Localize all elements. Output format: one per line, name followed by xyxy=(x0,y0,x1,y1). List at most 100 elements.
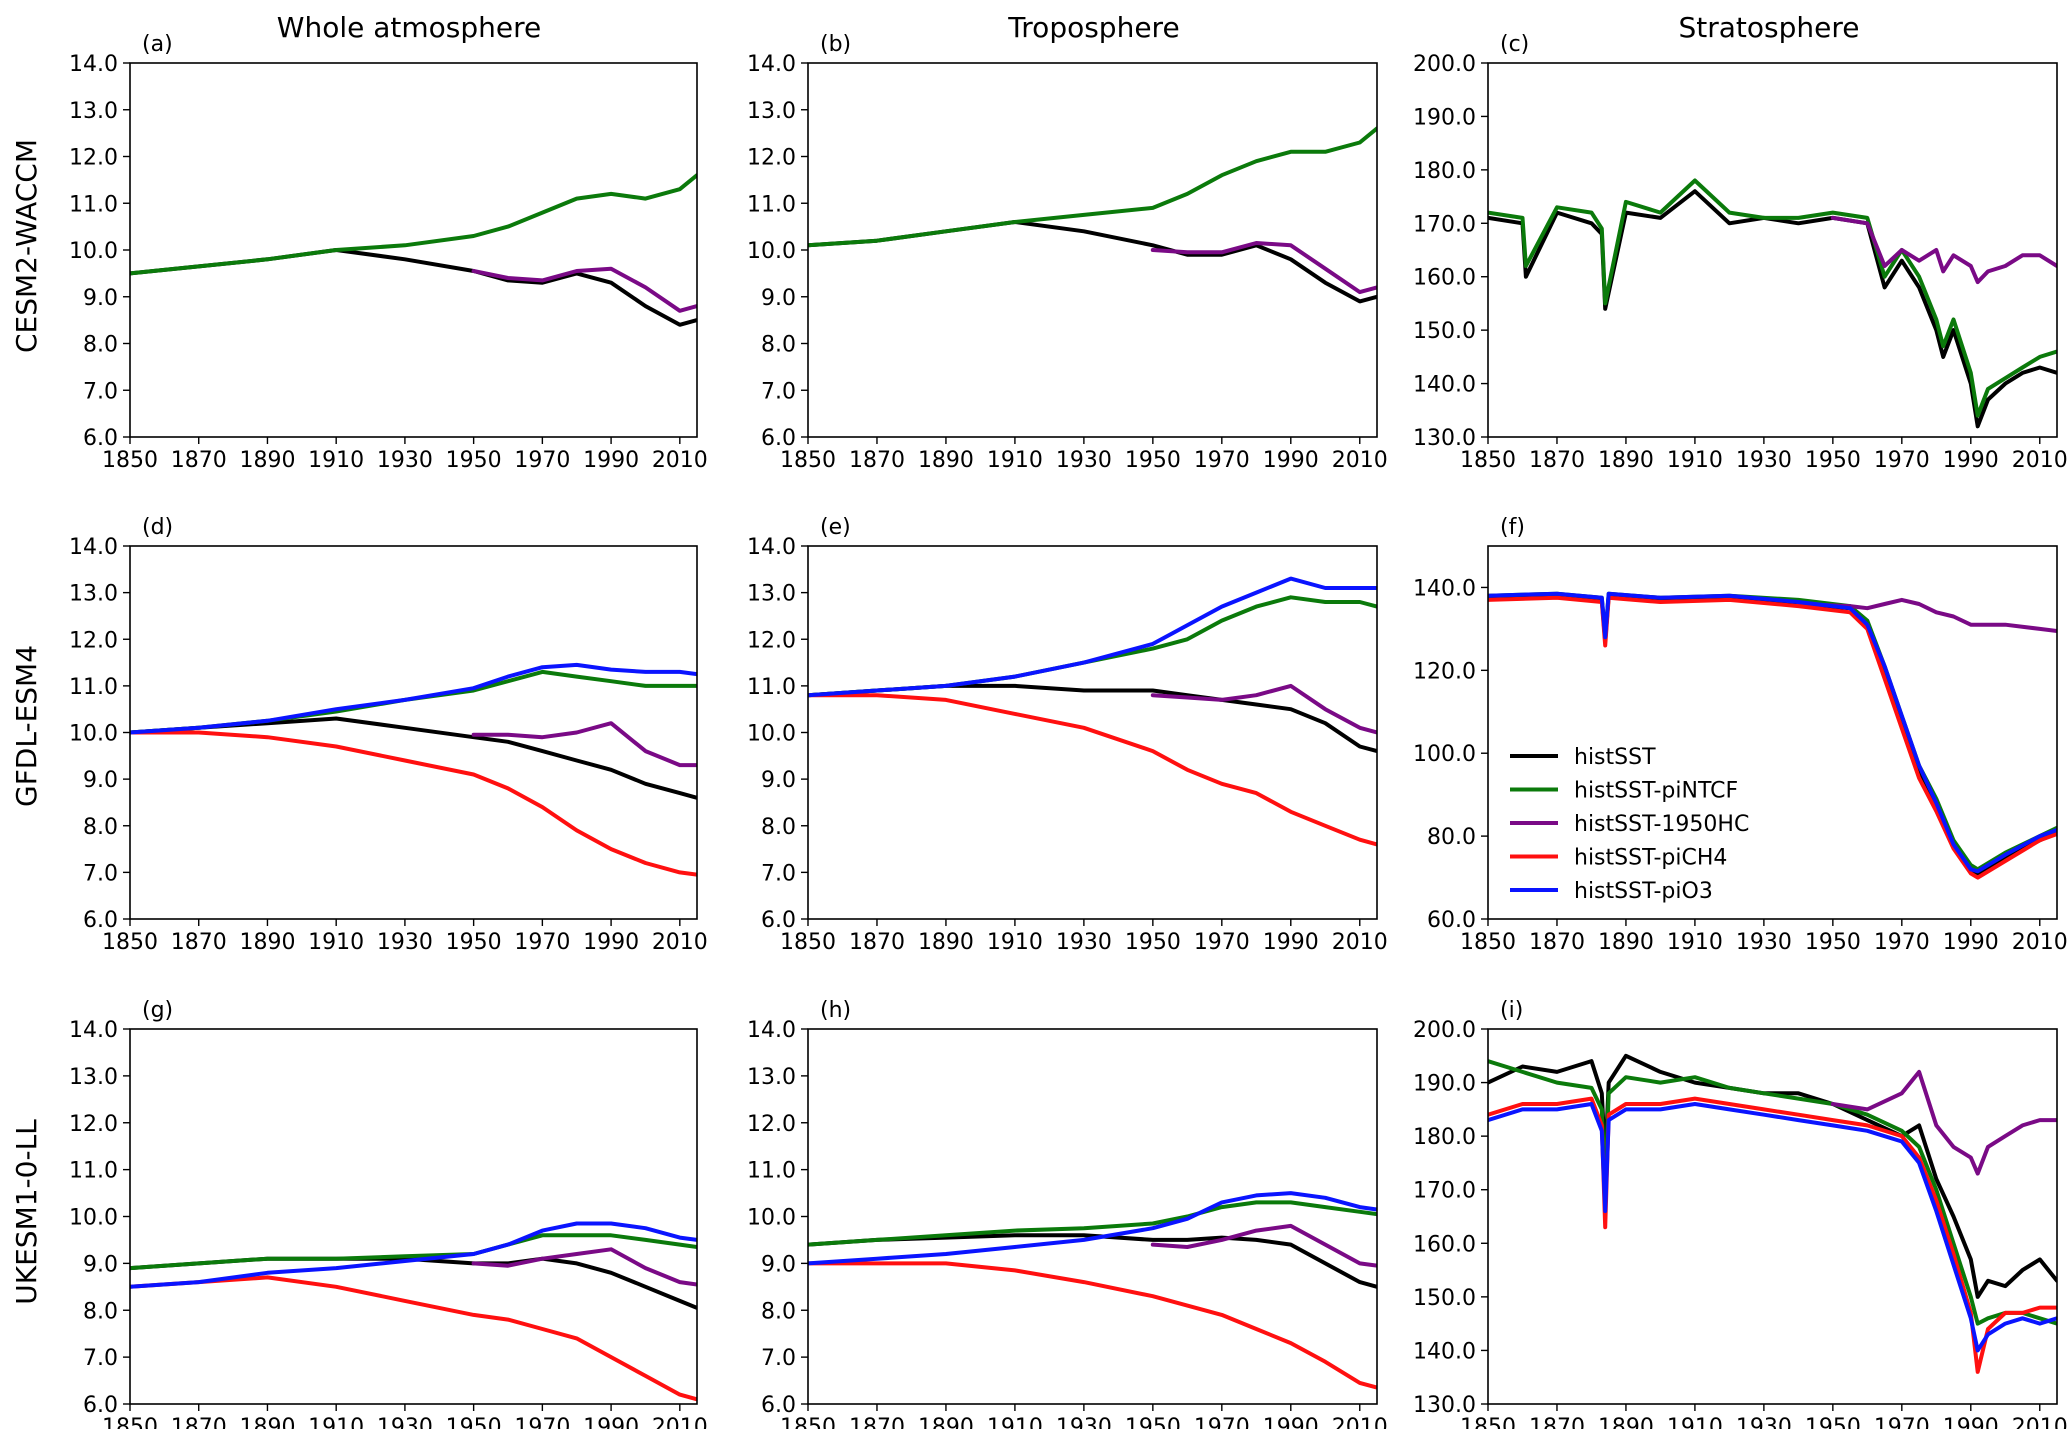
y-tick-label: 11.0 xyxy=(69,192,118,217)
x-tick-label: 1870 xyxy=(849,930,905,955)
panel-d: (d) 1850 1870 1890 1910 1930 1950 1970 1990 2010 6… xyxy=(69,515,708,955)
y-tick-label: 12.0 xyxy=(747,1112,796,1137)
y-tick-label: 10.0 xyxy=(69,239,118,264)
y-tick-label: 7.0 xyxy=(83,1346,118,1371)
x-tick-label: 2010 xyxy=(2012,448,2067,473)
axes-frame-b xyxy=(807,62,1378,438)
x-tick-label: 1930 xyxy=(1056,448,1112,473)
figure-titles: Whole atmosphere Troposphere Stratospher… xyxy=(10,11,1860,1305)
x-tick-label: 1930 xyxy=(1056,1415,1112,1429)
y-tick-label: 6.0 xyxy=(83,1393,118,1418)
y-tick-label: 8.0 xyxy=(83,815,118,840)
y-tick-label: 11.0 xyxy=(69,675,118,700)
row-title-gfdl-esm4: GFDL-ESM4 xyxy=(10,645,43,807)
legend-item-histsst-pich4: histSST-piCH4 xyxy=(1510,846,1727,871)
x-tick-label: 1870 xyxy=(171,448,227,473)
panel-g: (g) 1850 1870 1890 1910 1930 1950 1970 1990 2010 6… xyxy=(69,998,708,1429)
x-tick-label: 1990 xyxy=(1263,930,1319,955)
series-line-histsst xyxy=(1488,1053,2057,1299)
y-tick-label: 13.0 xyxy=(747,99,796,124)
x-tick-label: 1970 xyxy=(514,448,570,473)
x-tick-label: 1970 xyxy=(1194,448,1250,473)
y-tick-label: 13.0 xyxy=(69,99,118,124)
x-tick-label: 1850 xyxy=(102,1415,158,1429)
x-tick-label: 1910 xyxy=(987,448,1043,473)
x-tick-label: 1950 xyxy=(446,448,502,473)
x-tick-label: 1850 xyxy=(102,930,158,955)
panel-i: (i) 1850 1870 1890 1910 1930 1950 1970 1990 2010 1… xyxy=(1413,998,2067,1429)
y-tick-label: 12.0 xyxy=(747,146,796,171)
x-tick-label: 1870 xyxy=(849,448,905,473)
y-tick-label: 140.0 xyxy=(1413,576,1476,601)
x-tick-label: 1950 xyxy=(1125,930,1181,955)
panel-c: (c) 1850 1870 1890 1910 1930 1950 1970 1990 2010 1… xyxy=(1413,32,2067,473)
series-line-histsst-1950hc xyxy=(1796,597,2057,633)
panel-label-h: (h) xyxy=(820,998,851,1023)
panel-label-e: (e) xyxy=(820,515,851,540)
y-tick-label: 200.0 xyxy=(1413,1018,1476,1043)
y-tick-label: 130.0 xyxy=(1413,1393,1476,1418)
series-line-histsst xyxy=(808,220,1377,304)
x-tick-label: 1990 xyxy=(1943,448,1999,473)
y-tick-label: 14.0 xyxy=(747,52,796,77)
y-tick-label: 6.0 xyxy=(83,908,118,933)
y-tick-label: 7.0 xyxy=(761,861,796,886)
x-tick-label: 1990 xyxy=(1943,930,1999,955)
x-tick-label: 2010 xyxy=(652,1415,708,1429)
x-tick-label: 1970 xyxy=(1194,930,1250,955)
x-tick-label: 1970 xyxy=(1874,1415,1930,1429)
y-tick-label: 140.0 xyxy=(1413,1339,1476,1364)
x-tick-label: 1930 xyxy=(377,1415,433,1429)
series-group-f xyxy=(1488,591,2057,880)
series-group-a xyxy=(130,173,697,327)
series-line-histsst-pio3 xyxy=(130,662,697,735)
x-tick-label: 1890 xyxy=(918,448,974,473)
series-line-histsst-1950hc xyxy=(1830,215,2057,285)
x-tick-label: 1870 xyxy=(849,1415,905,1429)
legend-label: histSST-piCH4 xyxy=(1574,846,1727,871)
panel-b: (b) 1850 1870 1890 1910 1930 1950 1970 1990 2010 6… xyxy=(747,32,1388,473)
panel-label-f: (f) xyxy=(1500,515,1525,540)
legend-label: histSST-piNTCF xyxy=(1574,779,1738,804)
series-line-histsst-1950hc xyxy=(471,1247,697,1287)
y-tick-label: 6.0 xyxy=(761,426,796,451)
panel-label-c: (c) xyxy=(1500,32,1529,57)
y-tick-label: 130.0 xyxy=(1413,426,1476,451)
axes-frame-a xyxy=(129,62,698,438)
x-tick-label: 1850 xyxy=(780,930,836,955)
y-tick-label: 12.0 xyxy=(69,1112,118,1137)
axes-frame-i xyxy=(1487,1028,2058,1405)
series-group-d xyxy=(130,662,697,877)
x-tick-label: 1970 xyxy=(1194,1415,1250,1429)
panels: (a) 1850 1870 1890 1910 1930 1950 1970 1990 2010 6… xyxy=(69,32,2067,1429)
x-tick-label: 1910 xyxy=(1667,448,1723,473)
x-tick-label: 1890 xyxy=(1598,1415,1654,1429)
y-tick-label: 12.0 xyxy=(69,628,118,653)
y-tick-label: 80.0 xyxy=(1427,825,1476,850)
x-tick-label: 1930 xyxy=(1736,448,1792,473)
x-tick-label: 2010 xyxy=(2012,930,2067,955)
y-tick-label: 180.0 xyxy=(1413,159,1476,184)
series-line-histsst-1950hc xyxy=(471,721,697,768)
y-tick-label: 190.0 xyxy=(1413,1072,1476,1097)
x-tick-label: 1910 xyxy=(987,930,1043,955)
y-tick-label: 9.0 xyxy=(83,768,118,793)
x-tick-label: 1970 xyxy=(1874,448,1930,473)
x-tick-label: 1910 xyxy=(987,1415,1043,1429)
y-tick-label: 6.0 xyxy=(761,1393,796,1418)
panel-label-a: (a) xyxy=(142,32,173,57)
x-tick-label: 2010 xyxy=(1332,930,1388,955)
x-tick-label: 2010 xyxy=(1332,1415,1388,1429)
x-tick-label: 1850 xyxy=(780,1415,836,1429)
axes-frame-h xyxy=(807,1028,1378,1405)
series-line-histsst-pintcf xyxy=(130,173,697,276)
y-tick-label: 13.0 xyxy=(69,582,118,607)
panel-h: (h) 1850 1870 1890 1910 1930 1950 1970 1990 2010 6… xyxy=(747,998,1388,1429)
legend-label: histSST-piO3 xyxy=(1574,879,1713,904)
column-title-stratosphere: Stratosphere xyxy=(1679,11,1860,44)
y-tick-label: 9.0 xyxy=(83,1252,118,1277)
x-tick-label: 1850 xyxy=(102,448,158,473)
legend-label: histSST xyxy=(1574,745,1656,770)
row-title-ukesm1-0-ll: UKESM1-0-LL xyxy=(10,1119,43,1305)
y-tick-label: 14.0 xyxy=(747,535,796,560)
